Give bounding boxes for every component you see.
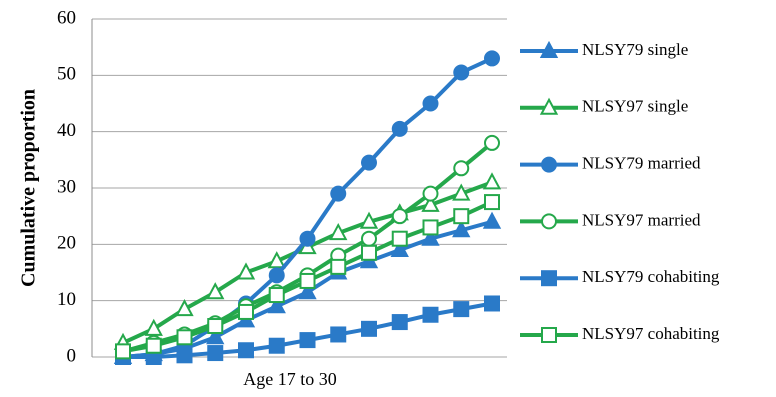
data-point <box>330 185 347 202</box>
data-point <box>484 134 500 151</box>
data-point <box>359 211 379 229</box>
data-point <box>176 347 193 364</box>
data-point <box>391 314 408 331</box>
legend-label: NLSY97 married <box>582 210 701 229</box>
data-point <box>391 208 408 225</box>
data-point <box>453 301 470 318</box>
y-tick-label: 60 <box>57 7 76 28</box>
data-point <box>236 262 256 280</box>
y-axis-title: Cumulative proportion <box>18 89 40 287</box>
data-point <box>482 211 502 229</box>
data-point <box>330 326 347 343</box>
data-point <box>453 64 470 81</box>
data-point <box>207 345 224 362</box>
y-tick-label: 10 <box>57 289 76 310</box>
data-point <box>452 183 471 201</box>
y-tick-label: 0 <box>67 345 77 366</box>
data-point <box>115 343 131 360</box>
y-tick-label: 20 <box>57 233 76 254</box>
data-point <box>422 306 439 323</box>
data-point <box>299 230 316 247</box>
data-point <box>267 296 286 314</box>
data-point <box>206 327 225 345</box>
data-point <box>484 295 500 312</box>
data-point <box>238 303 254 320</box>
data-point <box>452 220 471 238</box>
data-point <box>391 230 408 247</box>
data-point <box>453 208 470 225</box>
legend-marker <box>541 156 557 173</box>
data-point <box>268 287 285 304</box>
data-point <box>298 282 317 300</box>
x-axis-title: Age 17 to 30 <box>243 369 337 389</box>
data-point <box>484 194 500 211</box>
data-point <box>361 154 377 171</box>
legend-marker <box>539 40 559 58</box>
data-point <box>268 337 285 354</box>
data-point <box>361 244 377 261</box>
data-point <box>484 50 500 67</box>
y-tick-label: 30 <box>57 176 76 197</box>
data-point <box>238 342 254 359</box>
legend-label: NLSY79 cohabiting <box>582 267 720 286</box>
data-point <box>391 120 408 137</box>
data-point <box>207 318 224 335</box>
legend-label: NLSY79 married <box>582 154 701 173</box>
data-point <box>299 272 316 289</box>
data-point <box>361 320 377 337</box>
data-point <box>145 337 162 354</box>
data-point <box>453 160 470 177</box>
data-point <box>268 267 285 284</box>
data-point <box>422 185 439 202</box>
data-point <box>422 95 439 112</box>
data-point <box>482 172 502 190</box>
data-point <box>267 251 286 269</box>
legend-marker <box>541 270 557 287</box>
legend-label: NLSY79 single <box>582 40 688 59</box>
data-point <box>206 282 225 300</box>
y-tick-label: 40 <box>57 120 76 141</box>
y-tick-label: 50 <box>57 64 76 85</box>
data-point <box>329 222 348 241</box>
legend-marker <box>541 213 557 230</box>
data-point <box>421 228 440 246</box>
data-point <box>421 194 440 212</box>
data-point <box>144 318 163 336</box>
data-point <box>299 332 316 349</box>
legend-marker <box>541 327 557 343</box>
data-point <box>176 329 193 346</box>
legend-marker <box>539 97 559 115</box>
data-point <box>422 219 439 236</box>
data-point <box>390 239 409 257</box>
data-point <box>175 298 194 317</box>
legend-label: NLSY97 single <box>582 97 688 116</box>
legend-label: NLSY97 cohabiting <box>582 324 720 343</box>
data-point <box>330 258 347 275</box>
data-point <box>361 230 377 247</box>
